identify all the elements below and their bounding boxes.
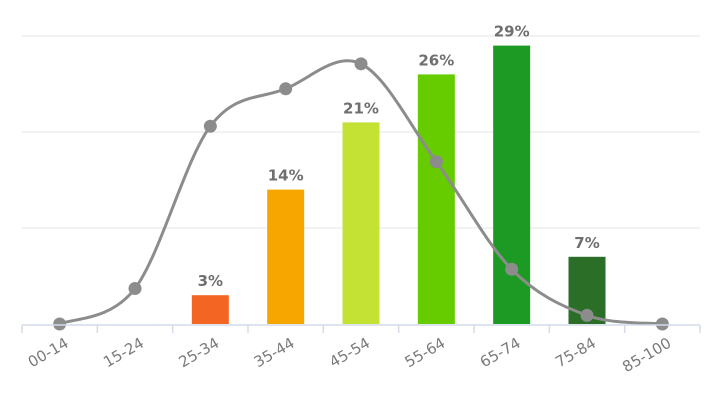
trend-point-15-24	[128, 281, 142, 295]
trend-point-35-44	[279, 82, 293, 96]
x-tick-label-75-84: 75-84	[552, 334, 599, 371]
trend-point-45-54	[354, 57, 368, 71]
x-tick-label-85-100: 85-100	[619, 334, 674, 376]
bar-65-74	[493, 45, 531, 324]
x-tick-label-00-14: 00-14	[25, 334, 72, 371]
trend-point-55-64	[429, 155, 443, 169]
bars	[191, 45, 606, 325]
bar-55-64	[417, 74, 455, 325]
x-tick-label-45-54: 45-54	[326, 334, 373, 371]
bar-label-65-74: 29%	[494, 23, 530, 41]
bar-label-25-34: 3%	[198, 272, 223, 290]
bar-25-34	[191, 295, 229, 324]
x-tick-label-15-24: 15-24	[100, 334, 147, 371]
trend-point-85-100	[655, 317, 669, 331]
bar-labels: 3% 14% 21% 26% 29% 7%	[198, 23, 600, 291]
bar-label-35-44: 14%	[268, 167, 304, 185]
trend-point-75-84	[580, 308, 594, 322]
x-tick-label-25-34: 25-34	[176, 334, 223, 371]
trend-curve	[53, 57, 669, 331]
bar-label-75-84: 7%	[574, 234, 599, 252]
x-axis: 00-14 15-24 25-34 35-44 45-54 55-64 65-74 75-84…	[21, 324, 701, 376]
x-tick-label-65-74: 65-74	[477, 334, 524, 371]
x-tick-label-55-64: 55-64	[402, 334, 449, 371]
bar-label-55-64: 26%	[418, 51, 454, 69]
trend-point-65-74	[505, 262, 519, 276]
x-tick-label-35-44: 35-44	[251, 334, 298, 371]
bar-35-44	[267, 189, 305, 324]
trend-point-25-34	[203, 119, 217, 133]
trend-point-00-14	[53, 317, 67, 331]
bar-45-54	[342, 122, 380, 325]
bar-label-45-54: 21%	[343, 99, 379, 117]
